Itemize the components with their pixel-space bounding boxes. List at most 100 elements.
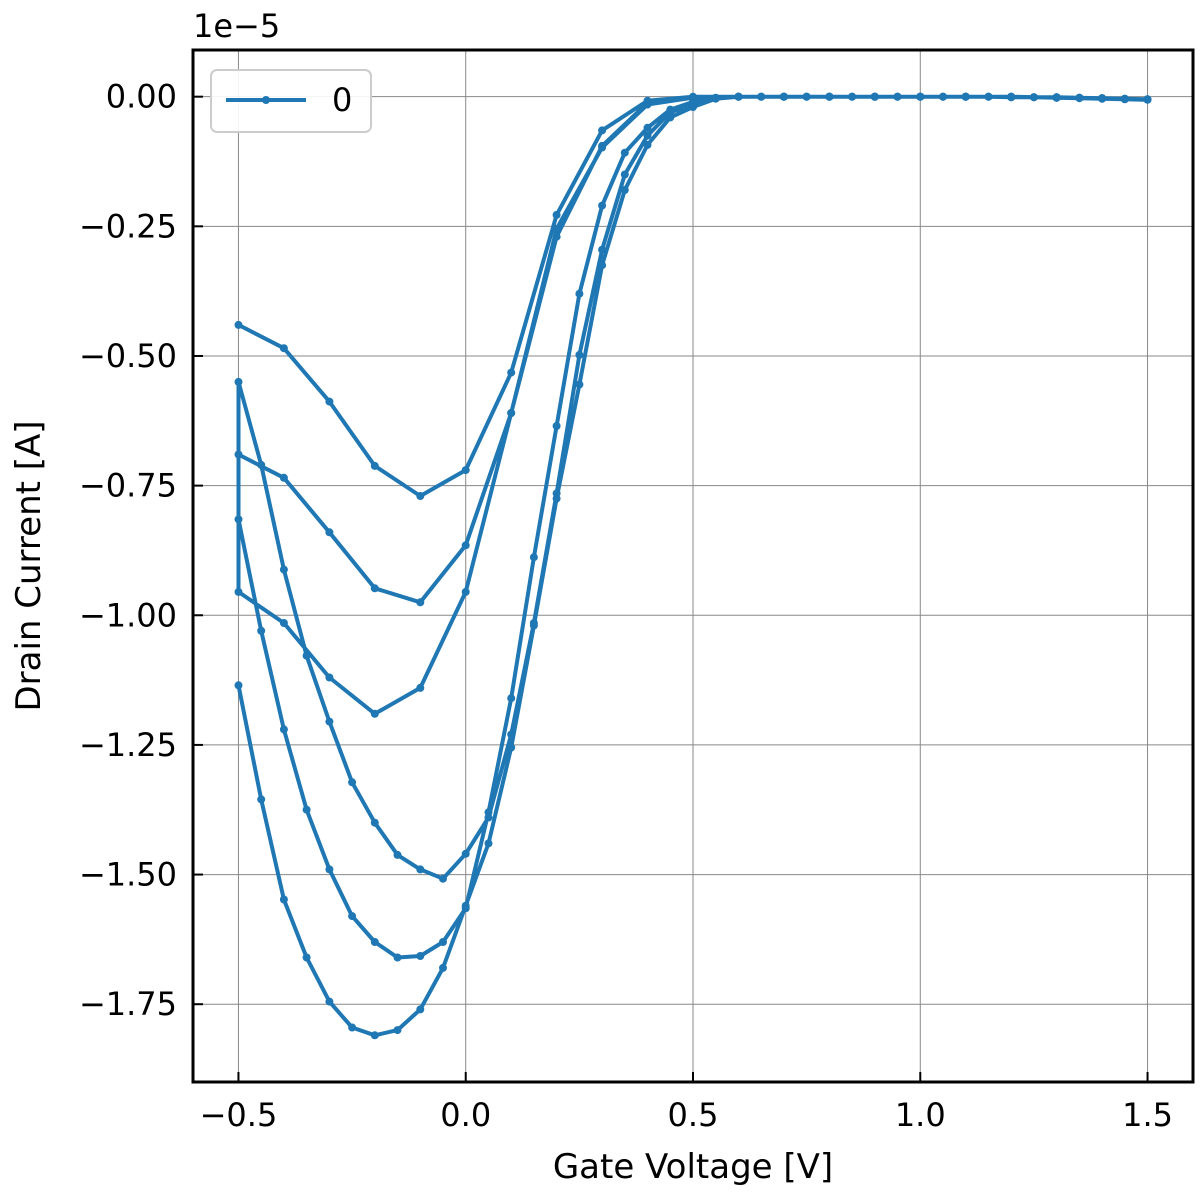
data-point bbox=[643, 98, 652, 107]
data-point bbox=[370, 584, 379, 593]
data-point bbox=[393, 1026, 402, 1035]
data-point bbox=[529, 553, 538, 562]
data-point bbox=[575, 289, 584, 298]
data-point bbox=[416, 952, 425, 960]
y-axis-label: Drain Current [A] bbox=[9, 420, 49, 711]
y-tick-label: 0.00 bbox=[106, 78, 177, 116]
data-point bbox=[666, 113, 675, 122]
data-point bbox=[279, 895, 288, 904]
data-point bbox=[916, 92, 925, 101]
data-point bbox=[370, 709, 379, 718]
data-point bbox=[575, 380, 584, 389]
data-point bbox=[234, 515, 243, 524]
data-point bbox=[484, 839, 493, 848]
data-point bbox=[370, 938, 379, 946]
y-tick-label: −1.00 bbox=[79, 596, 177, 634]
data-point bbox=[1143, 95, 1152, 104]
data-point bbox=[439, 938, 447, 946]
data-point bbox=[325, 717, 334, 726]
data-point bbox=[848, 92, 857, 101]
legend-entry: 0 bbox=[332, 81, 352, 119]
data-point bbox=[643, 140, 652, 149]
x-axis-label: Gate Voltage [V] bbox=[553, 1147, 833, 1187]
data-point bbox=[757, 92, 766, 101]
data-point bbox=[711, 94, 720, 103]
axis-ticks: −0.5 0.0 0.5 1.0 1.5 0.00 −0.25 −0.50 −0.75 −1.00… bbox=[79, 78, 1173, 1134]
data-point bbox=[234, 320, 243, 329]
y-offset-text: 1e−5 bbox=[193, 7, 280, 45]
data-point bbox=[439, 963, 447, 972]
data-point bbox=[416, 598, 425, 607]
data-point bbox=[279, 473, 288, 482]
data-point bbox=[552, 494, 561, 503]
data-point bbox=[802, 92, 811, 101]
data-point bbox=[370, 818, 379, 827]
y-tick-label: −0.25 bbox=[79, 207, 177, 245]
data-point bbox=[507, 730, 516, 739]
data-point bbox=[552, 232, 561, 241]
data-point bbox=[939, 92, 947, 101]
data-point bbox=[325, 997, 334, 1006]
data-point bbox=[234, 377, 243, 386]
data-point bbox=[461, 849, 470, 858]
data-point bbox=[507, 409, 516, 417]
data-point bbox=[393, 953, 402, 962]
y-tick-label: −1.25 bbox=[79, 726, 177, 764]
data-point bbox=[825, 92, 834, 101]
data-point bbox=[1120, 95, 1129, 104]
data-point bbox=[598, 141, 607, 150]
data-point bbox=[461, 901, 470, 910]
data-point bbox=[620, 148, 629, 157]
data-point bbox=[507, 743, 516, 752]
legend-marker bbox=[262, 96, 270, 104]
data-point bbox=[234, 587, 243, 596]
data-point bbox=[984, 92, 993, 101]
data-point bbox=[393, 850, 402, 859]
data-point bbox=[325, 673, 334, 682]
data-point bbox=[1007, 93, 1016, 102]
data-point bbox=[325, 528, 334, 537]
y-tick-label: −1.50 bbox=[79, 856, 177, 894]
x-tick-label: −0.5 bbox=[200, 1096, 278, 1134]
data-point bbox=[598, 201, 607, 210]
data-point bbox=[416, 1005, 425, 1014]
data-point bbox=[575, 350, 584, 359]
data-point bbox=[620, 186, 629, 194]
data-point bbox=[279, 344, 288, 353]
data-point bbox=[529, 621, 538, 630]
data-point bbox=[643, 131, 652, 140]
data-point bbox=[257, 626, 266, 635]
data-point bbox=[1098, 94, 1107, 103]
data-point bbox=[348, 912, 357, 921]
y-tick-label: −1.75 bbox=[79, 985, 177, 1023]
data-point bbox=[598, 245, 607, 254]
data-point bbox=[507, 694, 516, 703]
data-point bbox=[598, 126, 607, 135]
data-point bbox=[461, 466, 470, 475]
data-point bbox=[234, 681, 243, 690]
legend: 0 bbox=[210, 69, 372, 133]
data-point bbox=[348, 778, 357, 787]
data-point bbox=[461, 541, 470, 550]
data-point bbox=[507, 368, 516, 377]
data-point bbox=[416, 683, 425, 692]
x-tick-label: 1.5 bbox=[1122, 1096, 1173, 1134]
x-tick-label: 1.0 bbox=[895, 1096, 946, 1134]
data-point bbox=[779, 92, 788, 101]
data-point bbox=[689, 93, 697, 102]
data-point bbox=[734, 92, 743, 101]
plot-frame bbox=[191, 48, 1195, 1084]
data-point bbox=[620, 170, 629, 179]
data-point bbox=[1029, 93, 1038, 102]
data-point bbox=[484, 813, 493, 822]
data-point bbox=[370, 461, 379, 470]
x-tick-label: 0.5 bbox=[668, 1096, 719, 1134]
data-point bbox=[257, 795, 266, 804]
data-point bbox=[552, 224, 561, 233]
series-layer bbox=[234, 92, 1152, 1040]
data-point bbox=[689, 103, 697, 111]
data-point bbox=[552, 210, 561, 219]
data-point bbox=[643, 123, 652, 132]
data-point bbox=[552, 422, 561, 430]
